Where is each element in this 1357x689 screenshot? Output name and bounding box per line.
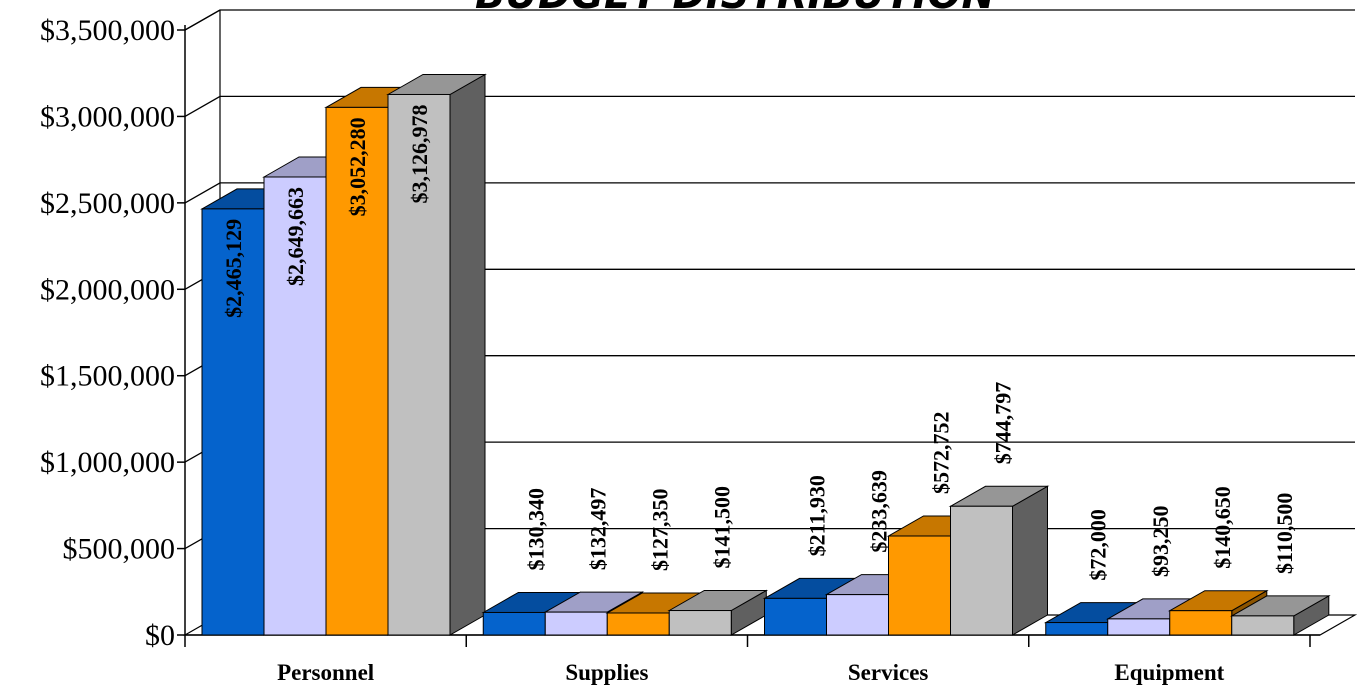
bar [386,73,487,636]
y-tick-label: $2,500,000 [40,187,175,220]
data-label: $211,930 [804,475,829,556]
bar-side [449,73,486,636]
bar [667,589,769,636]
gridline [184,182,1355,204]
bar-front [325,106,389,636]
bar-front [950,505,1013,636]
y-tick-label: $1,000,000 [40,446,175,479]
bar-front [544,611,608,636]
data-label: $140,650 [1210,486,1235,569]
gridline [184,9,1355,31]
bar-front [1045,622,1109,636]
bar-front [888,535,951,636]
gridline [184,95,1355,117]
bar-front [387,93,451,636]
y-tick-label: $0 [145,619,175,652]
data-label: $110,500 [1272,493,1297,574]
bar-side [1012,485,1048,636]
y-tick-label: $3,500,000 [40,14,175,47]
bar-front [668,610,732,636]
bar [948,485,1050,636]
bar [1229,595,1331,636]
data-labels: $2,465,129 $2,649,663 $3,052,280 $3,126,978… [221,105,1297,581]
bar-front [1231,615,1295,636]
data-label: $2,465,129 [221,219,246,318]
chart-title: BUDGET DISTRIBUTION [475,0,995,18]
data-label: $141,500 [709,486,734,569]
y-tick-label: $500,000 [63,533,176,566]
y-tick-label: $2,000,000 [40,273,175,306]
data-label: $2,649,663 [283,187,308,286]
bar-front [263,176,327,636]
data-label: $744,797 [990,382,1015,465]
data-label: $130,340 [523,488,548,571]
data-label: $127,350 [647,489,672,572]
data-label: $572,752 [928,412,953,495]
bar-front [826,594,889,636]
data-label: $93,250 [1148,505,1173,577]
category-label: Supplies [565,660,648,685]
bar-front [1107,618,1171,636]
bar-front [606,612,670,636]
bar-front [1169,610,1233,636]
category-label: Services [848,660,929,685]
data-label: $3,052,280 [345,117,370,216]
y-tick-label: $3,000,000 [40,100,175,133]
data-label: $72,000 [1086,509,1111,581]
data-label: $233,639 [867,470,892,553]
data-label: $132,497 [585,488,610,571]
bar-front [764,597,827,636]
bars [200,73,1331,636]
data-label: $3,126,978 [407,105,432,204]
bar-front [482,611,546,636]
category-label: Personnel [277,660,374,685]
bar-front [201,208,265,636]
category-label: Equipment [1114,660,1224,685]
y-tick-label: $1,500,000 [40,360,175,393]
